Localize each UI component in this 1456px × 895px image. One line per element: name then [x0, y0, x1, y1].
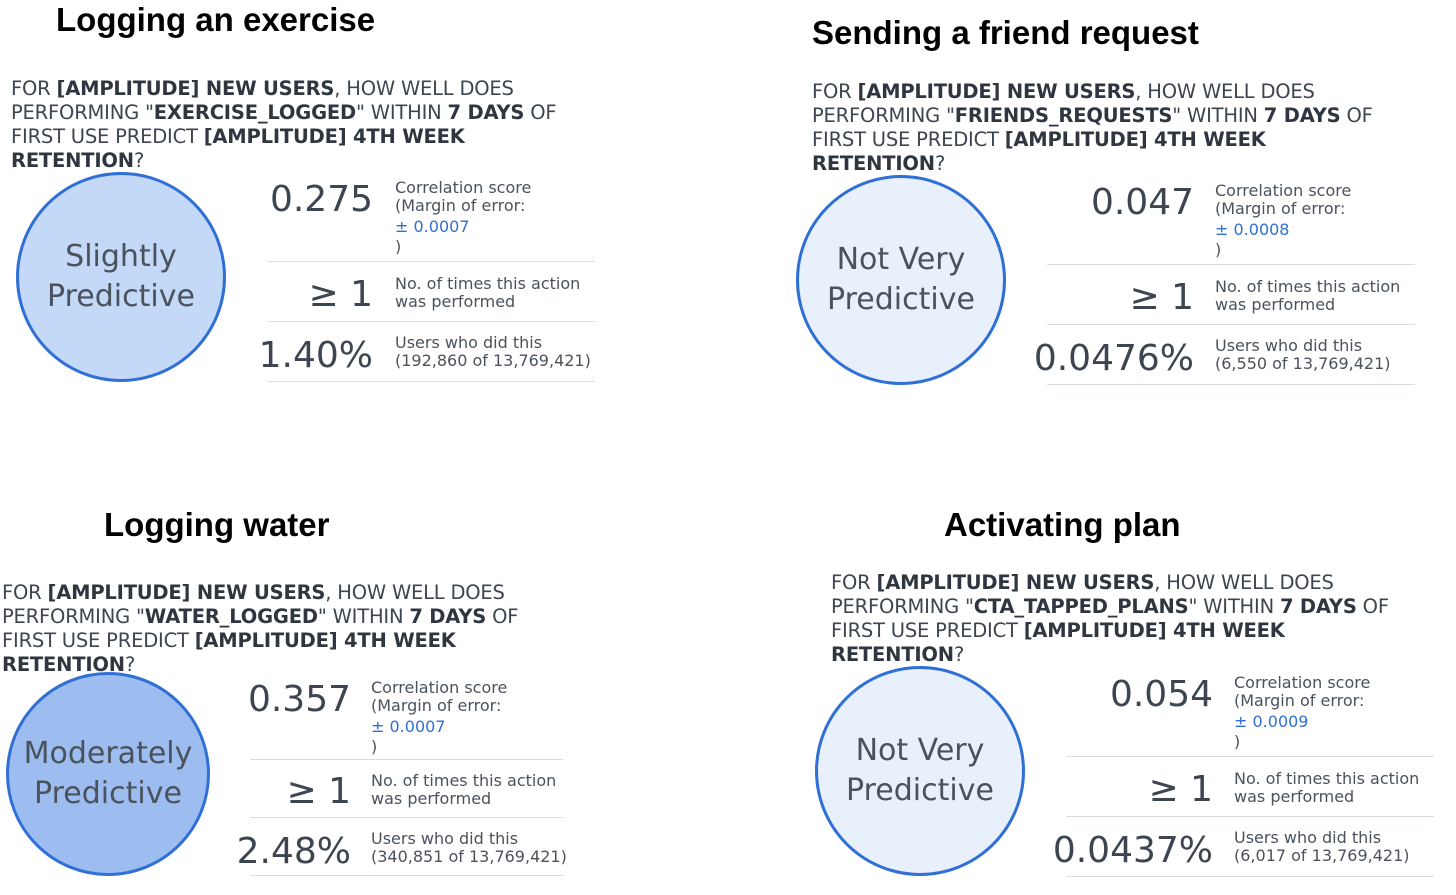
times-row: ≥ 1 No. of times this action was perform…	[250, 760, 563, 818]
correlation-label: Correlation score (Margin of error: ± 0.…	[1215, 181, 1352, 259]
correlation-label: Correlation score (Margin of error: ± 0.…	[371, 678, 508, 756]
correlation-label: Correlation score (Margin of error: ± 0.…	[395, 178, 532, 256]
question-days: 7 DAYS	[409, 605, 487, 628]
stats-table: 0.357 Correlation score (Margin of error…	[237, 672, 567, 876]
question-metric: [AMPLITUDE] 4TH WEEK RETENTION	[2, 629, 456, 676]
users-label: Users who did this (192,860 of 13,769,42…	[395, 333, 591, 370]
panel-logging-water: Logging water FOR [AMPLITUDE] NEW USERS,…	[0, 0, 700, 895]
panel-title: Logging an exercise	[56, 1, 376, 38]
verdict-line-1: Not Very	[836, 242, 966, 277]
verdict-circle: Slightly Predictive	[16, 172, 226, 382]
users-percent: 0.0437%	[1052, 830, 1213, 871]
times-value: ≥ 1	[1148, 769, 1213, 810]
times-value: ≥ 1	[308, 274, 373, 315]
verdict-line-2: Predictive	[846, 773, 994, 808]
verdict-line-1: Not Very	[855, 733, 985, 768]
question-segment: [AMPLITUDE] NEW USERS	[47, 581, 326, 604]
users-row: 1.40% Users who did this (192,860 of 13,…	[259, 322, 595, 382]
users-percent: 0.0476%	[1033, 338, 1194, 379]
panel-logging-exercise: Logging an exercise FOR [AMPLITUDE] NEW …	[0, 0, 700, 420]
verdict-circle: Not Very Predictive	[796, 175, 1006, 385]
panel-question: FOR [AMPLITUDE] NEW USERS, HOW WELL DOES…	[831, 571, 1389, 666]
question-event: CTA_TAPPED_PLANS	[973, 595, 1189, 618]
question-metric: [AMPLITUDE] 4TH WEEK RETENTION	[812, 128, 1266, 175]
correlation-score: 0.357	[247, 679, 351, 720]
times-label: No. of times this action was performed	[1215, 277, 1401, 314]
panel-question: FOR [AMPLITUDE] NEW USERS, HOW WELL DOES…	[11, 77, 557, 172]
margin-of-error-value: ± 0.0007	[395, 217, 470, 236]
verdict-line-2: Predictive	[34, 776, 182, 811]
panel-friend-request: Sending a friend request FOR [AMPLITUDE]…	[0, 0, 1456, 420]
users-label: Users who did this (6,550 of 13,769,421)	[1215, 336, 1391, 373]
panel-title: Logging water	[104, 506, 330, 543]
times-label: No. of times this action was performed	[1234, 769, 1420, 806]
question-days: 7 DAYS	[1279, 595, 1357, 618]
question-segment: [AMPLITUDE] NEW USERS	[876, 571, 1155, 594]
times-row: ≥ 1 No. of times this action was perform…	[1066, 757, 1434, 817]
users-percent: 1.40%	[258, 335, 373, 376]
verdict-circle: Not Very Predictive	[815, 666, 1025, 876]
verdict-line-2: Predictive	[827, 282, 975, 317]
margin-of-error-value: ± 0.0009	[1234, 712, 1309, 731]
verdict-circle: Moderately Predictive	[6, 672, 210, 876]
stats-table: 0.047 Correlation score (Margin of error…	[1034, 175, 1415, 385]
correlation-label: Correlation score (Margin of error: ± 0.…	[1234, 673, 1371, 751]
users-percent: 2.48%	[236, 831, 351, 872]
correlation-score: 0.047	[1090, 182, 1194, 223]
correlation-score: 0.275	[269, 179, 373, 220]
question-event: EXERCISE_LOGGED	[153, 101, 356, 124]
users-row: 0.0437% Users who did this (6,017 of 13,…	[1053, 817, 1434, 877]
times-label: No. of times this action was performed	[371, 771, 557, 808]
stats-table: 0.275 Correlation score (Margin of error…	[259, 172, 595, 382]
panel-title: Sending a friend request	[812, 14, 1199, 51]
margin-of-error-value: ± 0.0008	[1215, 220, 1290, 239]
question-segment: [AMPLITUDE] NEW USERS	[56, 77, 335, 100]
margin-of-error-value: ± 0.0007	[371, 717, 446, 736]
panel-question: FOR [AMPLITUDE] NEW USERS, HOW WELL DOES…	[2, 581, 519, 676]
users-row: 0.0476% Users who did this (6,550 of 13,…	[1034, 325, 1415, 385]
stats-table: 0.054 Correlation score (Margin of error…	[1053, 667, 1434, 877]
correlation-score: 0.054	[1109, 674, 1213, 715]
correlation-row: 0.275 Correlation score (Margin of error…	[268, 172, 595, 262]
correlation-row: 0.054 Correlation score (Margin of error…	[1066, 667, 1434, 757]
question-segment: [AMPLITUDE] NEW USERS	[857, 80, 1136, 103]
verdict-line-1: Slightly	[65, 239, 177, 274]
users-label: Users who did this (340,851 of 13,769,42…	[371, 829, 567, 866]
times-value: ≥ 1	[286, 771, 351, 812]
users-row: 2.48% Users who did this (340,851 of 13,…	[237, 818, 567, 876]
panel-title: Activating plan	[944, 506, 1181, 543]
question-days: 7 DAYS	[447, 101, 525, 124]
question-metric: [AMPLITUDE] 4TH WEEK RETENTION	[831, 619, 1285, 666]
question-days: 7 DAYS	[1263, 104, 1341, 127]
question-event: WATER_LOGGED	[144, 605, 318, 628]
question-event: FRIENDS_REQUESTS	[954, 104, 1173, 127]
times-label: No. of times this action was performed	[395, 274, 581, 311]
question-metric: [AMPLITUDE] 4TH WEEK RETENTION	[11, 125, 465, 172]
panel-question: FOR [AMPLITUDE] NEW USERS, HOW WELL DOES…	[812, 80, 1373, 175]
users-label: Users who did this (6,017 of 13,769,421)	[1234, 828, 1410, 865]
times-value: ≥ 1	[1129, 277, 1194, 318]
correlation-row: 0.357 Correlation score (Margin of error…	[247, 672, 563, 760]
correlation-row: 0.047 Correlation score (Margin of error…	[1047, 175, 1415, 265]
verdict-line-2: Predictive	[47, 279, 195, 314]
times-row: ≥ 1 No. of times this action was perform…	[1047, 265, 1415, 325]
verdict-line-1: Moderately	[23, 736, 193, 771]
times-row: ≥ 1 No. of times this action was perform…	[268, 262, 595, 322]
